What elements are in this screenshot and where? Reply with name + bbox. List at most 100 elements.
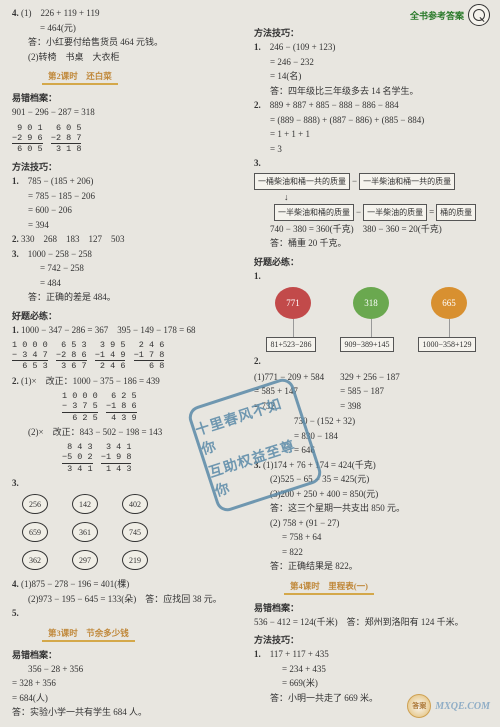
text: 1. [254, 270, 488, 284]
equals-icon: = [429, 207, 434, 217]
circle: 362 [22, 550, 48, 570]
text: (1)771 − 209 + 584 [254, 371, 324, 385]
text: = 646 [254, 444, 488, 458]
label-easy-error: 易错档案： [12, 91, 246, 104]
text: = 234 + 435 [254, 663, 488, 677]
balloon: 665 [431, 287, 467, 319]
text: = 600 − 206 [12, 204, 246, 218]
text: (2)转椅 书桌 大衣柜 [12, 51, 246, 65]
section-2-title: 第2课时 还白菜 [42, 69, 118, 85]
text: 答：桶重 20 千克。 [254, 237, 488, 251]
calc-group: 9 0 1 −2 9 6 6 0 5 6 0 5 −2 8 7 3 1 8 [12, 121, 246, 157]
minus-icon: − [356, 207, 361, 217]
calc-group: 1 0 0 0 − 3 4 7 6 5 3 6 5 3 −2 8 6 3 6 7… [12, 338, 246, 374]
text: (3)200 + 250 + 400 = 850(元) [254, 488, 488, 502]
text: = 398 [340, 400, 400, 414]
text: = 830 − 184 [254, 430, 488, 444]
expr-box: 81+523−286 [266, 337, 315, 352]
text: = 684(人) [12, 692, 246, 706]
label-method: 方法技巧： [254, 633, 488, 646]
text: 1. 246 − (109 + 123) [254, 41, 488, 55]
circle: 256 [22, 494, 48, 514]
text: 329 + 256 − 187 [340, 371, 400, 385]
text: = 585 + 147 [254, 385, 324, 399]
arrow-down-icon: ↓ [284, 192, 289, 202]
label-good: 好题必练： [254, 255, 488, 268]
flow-box: 一半柴油和桶一共的质量 [359, 173, 455, 190]
text: 答：实验小学一共有学生 684 人。 [12, 706, 246, 720]
text: = 1 + 1 + 1 [254, 128, 488, 142]
flow-box: 一桶柴油和桶一共的质量 [254, 173, 350, 190]
section-3-title: 第3课时 节余多少钱 [42, 626, 135, 642]
calc: 1 0 0 0 − 3 7 5 6 2 5 [62, 391, 98, 423]
magnifier-icon [468, 4, 490, 26]
text: = (889 − 888) + (887 − 886) + (885 − 884… [254, 114, 488, 128]
circle-diagram: 256 142 402 659 361 745 362 297 219 [22, 494, 162, 574]
text: = 464(元) [12, 22, 246, 36]
circle: 745 [122, 522, 148, 542]
watermark: 答案 MXQE.COM [407, 694, 490, 718]
text: 740 − 380 = 360(千克) 380 − 360 = 20(千克) [254, 223, 488, 237]
text: 2. 889 + 887 + 885 − 888 − 886 − 884 [254, 99, 488, 113]
circle: 402 [122, 494, 148, 514]
calc: 2 4 6 −1 7 8 6 8 [134, 340, 165, 372]
text: 4. (1)875 − 278 − 196 = 401(棵) [12, 578, 246, 592]
text: = 246 − 232 [254, 56, 488, 70]
label-method: 方法技巧： [12, 160, 246, 173]
text: = 585 − 187 [340, 385, 400, 399]
text: 3. (1)174 + 76 + 174 = 424(千克) [254, 459, 488, 473]
text: = 328 + 356 [12, 677, 246, 691]
text: 5. [12, 607, 246, 621]
flow-box: 桶的质量 [436, 204, 476, 221]
text: 356 − 28 + 356 [12, 663, 246, 677]
calc: 8 4 3 −5 0 2 3 4 1 [62, 442, 93, 474]
text: = 742 − 258 [12, 262, 246, 276]
text: 答：四年级比三年级多去 14 名学生。 [254, 85, 488, 99]
text: 2. 330 268 183 127 503 [12, 233, 246, 247]
section-4-title: 第4课时 里程表(一) [284, 579, 374, 595]
circle: 361 [72, 522, 98, 542]
text: = 822 [254, 546, 488, 560]
text: = 732 [254, 400, 324, 414]
text: 901 − 296 − 287 = 318 [12, 106, 246, 120]
left-column: 4. (1) 226 + 119 + 119 = 464(元) 答：小红要付给售… [8, 6, 250, 721]
box-row: 81+523−286 909−389+145 1000−358+129 [254, 337, 488, 352]
right-column: 方法技巧： 1. 246 − (109 + 123) = 246 − 232 =… [250, 6, 492, 721]
text: 答：这三个星期一共支出 850 元。 [254, 502, 488, 516]
text: = 758 + 64 [254, 531, 488, 545]
text: = 14(名) [254, 70, 488, 84]
expr-box: 909−389+145 [340, 337, 393, 352]
text: 答：正确的差是 484。 [12, 291, 246, 305]
label-easy-error: 易错档案： [12, 648, 246, 661]
text: 1. 1000 − 347 − 286 = 367 395 − 149 − 17… [12, 324, 246, 338]
calc: 6 2 5 −1 8 6 4 3 9 [106, 391, 137, 423]
circle: 297 [72, 550, 98, 570]
text: 答：正确结果是 822。 [254, 560, 488, 574]
text: 730 − (152 + 32) [254, 415, 488, 429]
flow-row: 一桶柴油和桶一共的质量 − 一半柴油和桶一共的质量 [254, 173, 488, 190]
minus-icon: − [352, 176, 357, 186]
page-content: 4. (1) 226 + 119 + 119 = 464(元) 答：小红要付给售… [0, 0, 500, 727]
balloon-row: 771 318 665 [254, 287, 488, 319]
flow-row: ↓ [254, 192, 488, 202]
watermark-badge: 答案 [407, 694, 431, 718]
calc: 6 0 5 −2 8 7 3 1 8 [51, 123, 82, 155]
calc: 6 5 3 −2 8 6 3 6 7 [56, 340, 87, 372]
calc-group: 8 4 3 −5 0 2 3 4 1 3 4 1 −1 9 8 1 4 3 [12, 440, 246, 476]
text: (2)× 改正：843 − 502 − 198 = 143 [12, 426, 246, 440]
calc: 3 9 5 −1 4 9 2 4 6 [95, 340, 126, 372]
text: 2. (1)× 改正：1000 − 375 − 186 = 439 [12, 375, 246, 389]
text: 1. 785 − (185 + 206) [12, 175, 246, 189]
watermark-text: MXQE.COM [435, 701, 490, 712]
circle: 219 [122, 550, 148, 570]
text: 1. 117 + 117 + 435 [254, 648, 488, 662]
text: 536 − 412 = 124(千米) 答：郑州到洛阳有 124 千米。 [254, 616, 488, 630]
text: 2. [254, 355, 488, 369]
text: = 669(米) [254, 677, 488, 691]
text: 3. 1000 − 258 − 258 [12, 248, 246, 262]
balloon: 318 [353, 287, 389, 319]
text: (2)973 − 195 − 645 = 133(朵) 答：应找回 38 元。 [12, 593, 246, 607]
expr-box: 1000−358+129 [418, 337, 475, 352]
text: 3. [254, 157, 488, 171]
calc-group: 1 0 0 0 − 3 7 5 6 2 5 6 2 5 −1 8 6 4 3 9 [12, 389, 246, 425]
